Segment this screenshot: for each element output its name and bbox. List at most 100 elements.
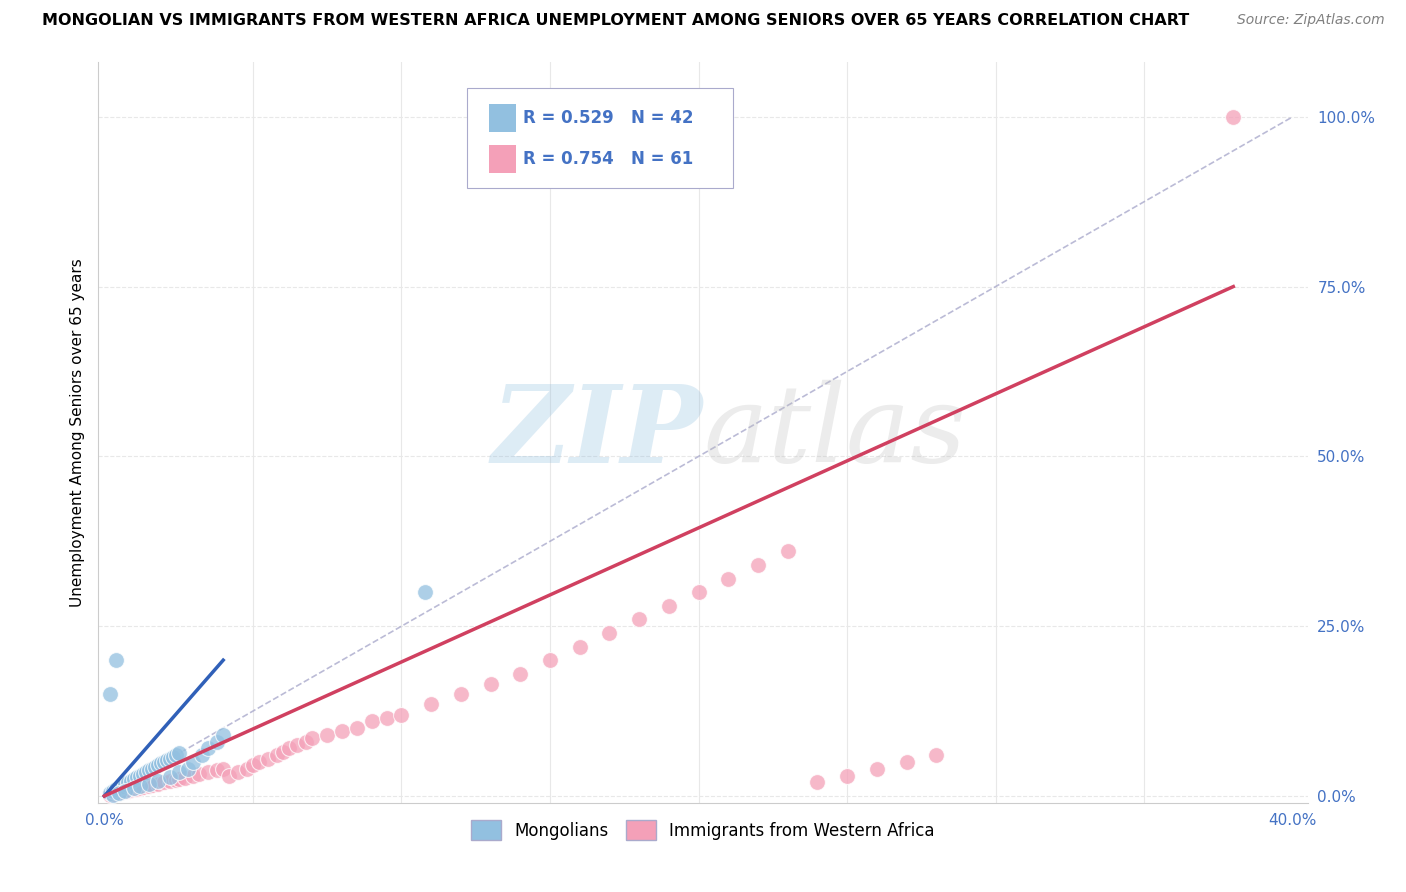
Point: [197, 741, 219, 756]
Point: [925, 748, 948, 763]
Point: [747, 558, 769, 572]
Point: [98, 788, 121, 802]
Point: [301, 731, 323, 746]
Point: [207, 734, 229, 748]
Point: [658, 599, 681, 613]
Point: [226, 765, 249, 780]
Point: [538, 653, 561, 667]
Point: [146, 777, 169, 791]
Text: R = 0.529   N = 42: R = 0.529 N = 42: [523, 109, 693, 127]
Point: [165, 748, 187, 763]
Point: [295, 734, 318, 748]
Point: [146, 758, 169, 772]
Point: [360, 714, 382, 729]
Point: [375, 711, 398, 725]
Point: [188, 767, 211, 781]
Point: [330, 724, 353, 739]
Point: [287, 738, 309, 752]
Point: [152, 755, 174, 769]
Point: [717, 572, 740, 586]
Point: [103, 788, 125, 802]
Point: [138, 777, 160, 791]
Point: [450, 687, 472, 701]
Point: [141, 762, 163, 776]
Point: [125, 770, 148, 784]
Point: [103, 783, 125, 797]
Point: [183, 755, 205, 769]
Point: [256, 752, 278, 766]
Point: [806, 775, 828, 789]
Point: [159, 774, 181, 789]
Point: [413, 585, 436, 599]
Point: [152, 775, 174, 789]
Point: [420, 698, 443, 712]
Point: [167, 746, 190, 760]
Point: [125, 781, 148, 796]
FancyBboxPatch shape: [467, 88, 734, 188]
Point: [111, 785, 134, 799]
FancyBboxPatch shape: [489, 103, 516, 132]
Point: [316, 728, 339, 742]
Point: [346, 721, 368, 735]
Point: [111, 779, 134, 793]
Point: [162, 749, 184, 764]
Point: [191, 748, 214, 763]
Point: [391, 707, 413, 722]
Text: Source: ZipAtlas.com: Source: ZipAtlas.com: [1237, 13, 1385, 28]
Point: [247, 755, 270, 769]
Point: [120, 774, 142, 789]
Point: [207, 763, 229, 777]
Point: [479, 677, 502, 691]
Point: [271, 745, 294, 759]
Point: [105, 653, 128, 667]
Point: [114, 783, 136, 797]
Point: [628, 612, 651, 626]
Point: [120, 783, 142, 797]
Point: [149, 756, 172, 771]
Point: [114, 784, 136, 798]
Point: [598, 626, 620, 640]
Point: [122, 780, 145, 795]
Point: [108, 786, 131, 800]
Point: [218, 769, 240, 783]
Point: [129, 769, 152, 783]
Point: [135, 765, 157, 780]
Point: [129, 779, 152, 793]
Point: [509, 666, 531, 681]
Text: R = 0.754   N = 61: R = 0.754 N = 61: [523, 150, 693, 168]
Y-axis label: Unemployment Among Seniors over 65 years: Unemployment Among Seniors over 65 years: [69, 259, 84, 607]
Point: [117, 783, 139, 797]
Point: [173, 771, 195, 785]
Point: [143, 760, 166, 774]
Point: [132, 766, 155, 780]
Point: [138, 763, 160, 777]
Point: [183, 769, 205, 783]
Point: [159, 752, 181, 766]
Point: [117, 775, 139, 789]
Point: [242, 758, 264, 772]
Point: [776, 544, 799, 558]
Point: [103, 787, 125, 801]
Point: [568, 640, 591, 654]
Point: [129, 780, 152, 795]
Point: [98, 687, 121, 701]
Point: [896, 755, 918, 769]
Text: MONGOLIAN VS IMMIGRANTS FROM WESTERN AFRICA UNEMPLOYMENT AMONG SENIORS OVER 65 Y: MONGOLIAN VS IMMIGRANTS FROM WESTERN AFR…: [42, 13, 1189, 29]
Point: [156, 753, 179, 767]
Point: [212, 762, 235, 776]
Point: [835, 769, 858, 783]
Point: [1222, 110, 1244, 124]
Point: [236, 762, 259, 776]
Point: [866, 762, 889, 776]
Point: [138, 779, 160, 793]
Point: [159, 770, 181, 784]
Point: [146, 774, 169, 789]
Point: [167, 772, 190, 786]
Point: [266, 748, 288, 763]
Point: [176, 762, 198, 776]
Point: [122, 772, 145, 786]
Point: [114, 777, 136, 791]
Text: ZIP: ZIP: [492, 380, 703, 485]
Point: [122, 782, 145, 797]
FancyBboxPatch shape: [489, 145, 516, 173]
